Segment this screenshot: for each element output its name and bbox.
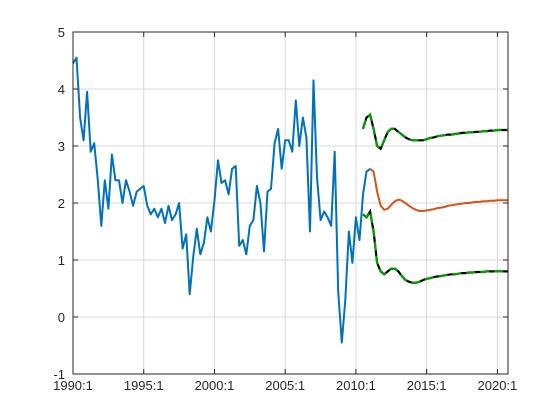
band-line — [361, 112, 508, 151]
x-tick-label: 2005:1 — [265, 378, 305, 393]
y-tick-label: 0 — [58, 310, 65, 325]
y-tick-label: 3 — [58, 139, 65, 154]
median-line — [369, 168, 508, 212]
y-tick-label: 2 — [58, 196, 65, 211]
x-tick-label: 2010:1 — [336, 378, 376, 393]
x-tick-label: 1990:1 — [53, 378, 93, 393]
x-tick-label: 1995:1 — [124, 378, 164, 393]
x-tick-label: 2015:1 — [407, 378, 447, 393]
band-line — [362, 208, 508, 284]
y-tick-label: 5 — [58, 25, 65, 40]
history-line — [72, 56, 371, 344]
y-tick-label: 1 — [58, 253, 65, 268]
x-tick-label: 2000:1 — [195, 378, 235, 393]
tick-labels: 1990:1 1995:1 2000:1 2005:1 2010:1 2015:1 2020… — [53, 25, 517, 393]
x-tick-label: 2020:1 — [478, 378, 518, 393]
plot-lines — [72, 56, 508, 344]
axes — [72, 31, 509, 375]
y-tick-label: 4 — [58, 82, 65, 97]
grid — [72, 31, 508, 375]
y-tick-label: -1 — [53, 367, 65, 382]
